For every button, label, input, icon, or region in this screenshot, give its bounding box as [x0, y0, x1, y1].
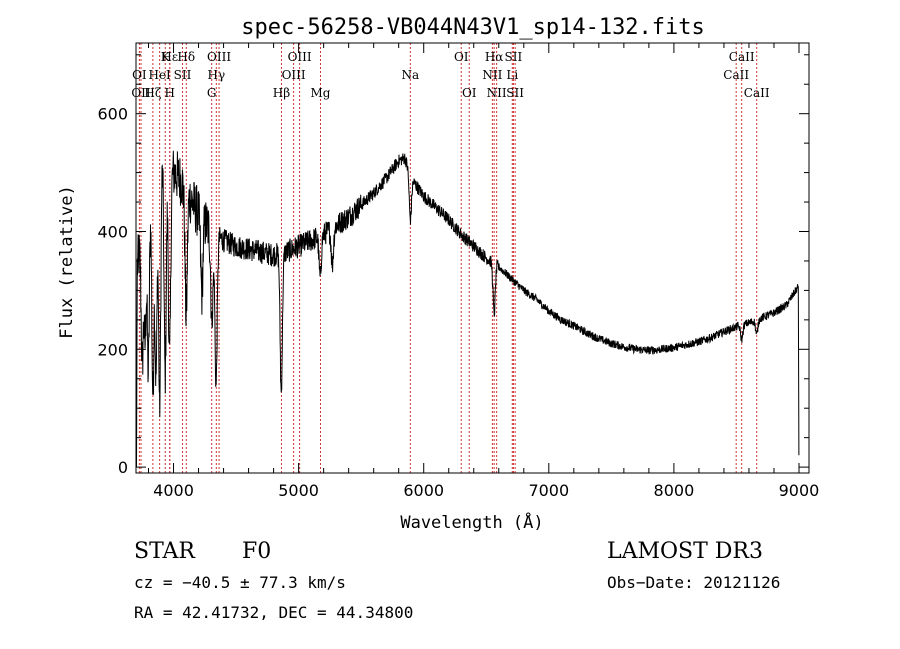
line-label-7: SII	[505, 50, 523, 64]
line-label-20: H	[165, 86, 175, 100]
line-label-19: Hζ	[144, 86, 161, 100]
x-tick-label: 8000	[654, 481, 695, 500]
line-label-27: CaII	[744, 86, 770, 100]
x-tick-label: 9000	[779, 481, 820, 500]
line-label-3: OIII	[207, 50, 231, 64]
line-label-11: SII	[174, 68, 192, 82]
line-label-23: Mg	[311, 86, 331, 100]
observation-date: Obs−Date: 20121126	[607, 573, 781, 592]
plot-frame	[135, 42, 810, 474]
y-tick-label: 200	[97, 340, 128, 359]
x-tick-label: 7000	[528, 481, 569, 500]
line-label-17: CaII	[723, 68, 749, 82]
line-label-10: HeI	[148, 68, 171, 82]
chart-title: spec-56258-VB044N43V1_sp14-132.fits	[241, 15, 705, 40]
line-label-8: CaII	[729, 50, 755, 64]
line-label-4: OIII	[288, 50, 312, 64]
object-class: STAR	[134, 539, 195, 564]
y-tick-label: 600	[97, 105, 128, 124]
line-label-9: OI	[132, 68, 147, 82]
y-axis-label: Flux (relative)	[57, 185, 77, 339]
line-label-15: NII	[482, 68, 502, 82]
line-label-21: G	[207, 86, 217, 100]
line-label-6: Hα	[485, 50, 504, 64]
line-label-24: OI	[462, 86, 477, 100]
line-label-2: K	[161, 50, 171, 64]
x-axis-label: Wavelength (Å)	[400, 511, 543, 533]
line-label-1: Hδ	[177, 50, 195, 64]
line-label-0: Hε	[161, 50, 178, 64]
line-label-16: Li	[506, 68, 518, 82]
survey-name: LAMOST DR3	[607, 539, 763, 564]
line-label-14: Na	[402, 68, 420, 82]
y-tick-label: 400	[97, 222, 128, 241]
y-tick-label: 0	[118, 458, 128, 477]
line-markers	[138, 43, 758, 473]
line-label-22: Hβ	[273, 86, 290, 100]
line-label-26: SII	[506, 86, 524, 100]
redshift-readout: cz = −40.5 ± 77.3 km/s	[134, 573, 346, 592]
x-tick-label: 4000	[153, 481, 194, 500]
axis-ticks: 4000 5000 6000 7000 8000 9000 0 200 400 600	[97, 43, 819, 500]
line-label-25: NII	[487, 86, 507, 100]
line-label-13: OIII	[282, 68, 306, 82]
object-subclass: F0	[242, 539, 272, 564]
spectrum-line	[136, 150, 800, 468]
x-tick-label: 6000	[403, 481, 444, 500]
x-tick-label: 5000	[278, 481, 319, 500]
line-label-5: OI	[454, 50, 469, 64]
line-label-18: OII	[131, 86, 151, 100]
coordinates-readout: RA = 42.41732, DEC = 44.34800	[134, 603, 414, 622]
line-label-12: Hγ	[207, 68, 225, 82]
